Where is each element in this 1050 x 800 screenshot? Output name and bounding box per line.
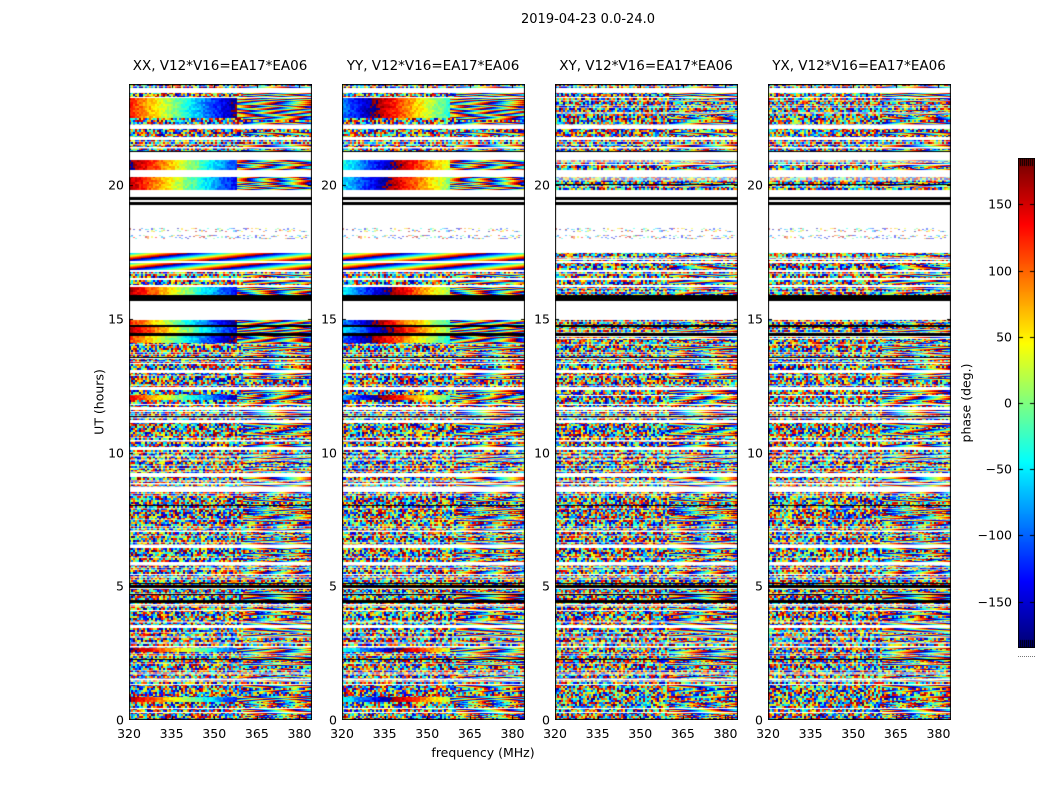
heatmap-panel-xx (129, 84, 312, 720)
x-tick-label: 380 (926, 726, 951, 741)
heatmap-panel-yy (342, 84, 525, 720)
y-tick-label: 15 (321, 311, 337, 327)
x-tick-label: 320 (330, 726, 354, 741)
y-tick-label: 20 (321, 177, 337, 193)
colorbar-tick-label: −150 (977, 594, 1012, 610)
y-tick-label: 5 (329, 578, 337, 594)
y-tick-label: 0 (329, 712, 337, 728)
x-tick-label: 380 (500, 726, 525, 741)
x-tick-label: 365 (244, 726, 269, 741)
y-axis-label: UT (hours) (91, 369, 107, 435)
x-tick-label: 365 (670, 726, 695, 741)
colorbar-tick-label: 0 (1004, 395, 1012, 411)
y-tick-label: 10 (747, 445, 763, 461)
y-tick-label: 10 (108, 445, 124, 461)
x-tick-label: 335 (798, 726, 823, 741)
colorbar-tick-label: 150 (988, 196, 1012, 212)
y-tick-label: 5 (542, 578, 550, 594)
y-tick-label: 15 (108, 311, 124, 327)
colorbar-tick-label: −50 (985, 461, 1012, 477)
colorbar-underflow-dots (1018, 656, 1035, 657)
panel-title-xx: XX, V12*V16=EA17*EA06 (132, 58, 308, 74)
x-tick-label: 350 (841, 726, 866, 741)
x-tick-label: 335 (159, 726, 184, 741)
panel-title-yx: YX, V12*V16=EA17*EA06 (772, 58, 946, 74)
y-tick-label: 20 (534, 177, 550, 193)
x-tick-label: 380 (713, 726, 738, 741)
x-tick-label: 380 (287, 726, 312, 741)
heatmap-panel-xy (555, 84, 738, 720)
x-tick-label: 350 (415, 726, 440, 741)
x-tick-label: 350 (202, 726, 227, 741)
y-tick-label: 5 (116, 578, 124, 594)
colorbar-label: phase (deg.) (958, 363, 974, 443)
y-tick-label: 0 (542, 712, 550, 728)
y-tick-label: 15 (747, 311, 763, 327)
heatmap-panel-yx (768, 84, 951, 720)
colorbar-tick-label: −100 (977, 527, 1012, 543)
x-tick-label: 320 (117, 726, 141, 741)
x-tick-label: 350 (628, 726, 653, 741)
colorbar-tick-label: 50 (996, 329, 1012, 345)
y-tick-label: 15 (534, 311, 550, 327)
y-tick-label: 20 (108, 177, 124, 193)
colorbar (1018, 158, 1035, 648)
x-tick-label: 335 (585, 726, 610, 741)
figure-title: 2019-04-23 0.0-24.0 (521, 12, 655, 27)
y-tick-label: 10 (321, 445, 337, 461)
x-tick-label: 320 (756, 726, 780, 741)
panel-title-yy: YY, V12*V16=EA17*EA06 (346, 58, 520, 74)
x-axis-label: frequency (MHz) (431, 745, 535, 760)
y-tick-label: 0 (755, 712, 763, 728)
y-tick-label: 5 (755, 578, 763, 594)
y-tick-label: 0 (116, 712, 124, 728)
y-tick-label: 20 (747, 177, 763, 193)
panel-title-xy: XY, V12*V16=EA17*EA06 (559, 58, 733, 74)
colorbar-tick-label: 100 (988, 263, 1012, 279)
y-tick-label: 10 (534, 445, 550, 461)
x-tick-label: 365 (883, 726, 908, 741)
x-tick-label: 365 (457, 726, 482, 741)
x-tick-label: 335 (372, 726, 397, 741)
x-tick-label: 320 (543, 726, 567, 741)
